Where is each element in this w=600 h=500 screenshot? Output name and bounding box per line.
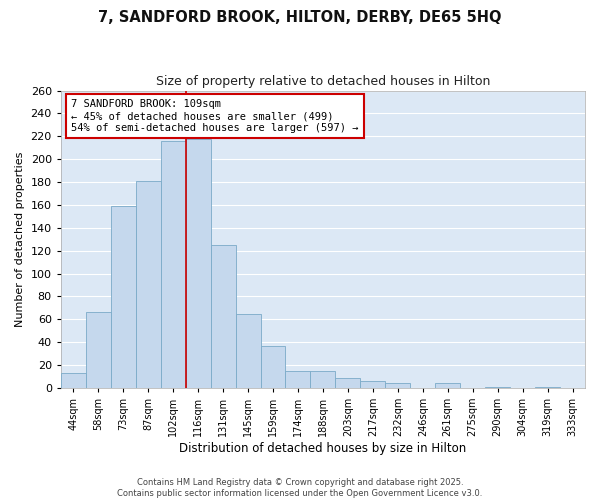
Bar xyxy=(260,346,286,388)
Bar xyxy=(86,312,111,388)
X-axis label: Distribution of detached houses by size in Hilton: Distribution of detached houses by size … xyxy=(179,442,467,455)
Bar xyxy=(385,384,410,388)
Bar xyxy=(61,373,86,388)
Bar xyxy=(310,371,335,388)
Bar xyxy=(485,387,510,388)
Bar xyxy=(535,387,560,388)
Text: Contains HM Land Registry data © Crown copyright and database right 2025.
Contai: Contains HM Land Registry data © Crown c… xyxy=(118,478,482,498)
Text: 7 SANDFORD BROOK: 109sqm
← 45% of detached houses are smaller (499)
54% of semi-: 7 SANDFORD BROOK: 109sqm ← 45% of detach… xyxy=(71,100,359,132)
Y-axis label: Number of detached properties: Number of detached properties xyxy=(15,152,25,327)
Bar xyxy=(136,181,161,388)
Bar xyxy=(236,314,260,388)
Text: 7, SANDFORD BROOK, HILTON, DERBY, DE65 5HQ: 7, SANDFORD BROOK, HILTON, DERBY, DE65 5… xyxy=(98,10,502,25)
Title: Size of property relative to detached houses in Hilton: Size of property relative to detached ho… xyxy=(156,75,490,88)
Bar xyxy=(286,371,310,388)
Bar xyxy=(111,206,136,388)
Bar xyxy=(185,138,211,388)
Bar xyxy=(211,245,236,388)
Bar xyxy=(361,381,385,388)
Bar xyxy=(335,378,361,388)
Bar xyxy=(161,141,185,388)
Bar xyxy=(435,384,460,388)
